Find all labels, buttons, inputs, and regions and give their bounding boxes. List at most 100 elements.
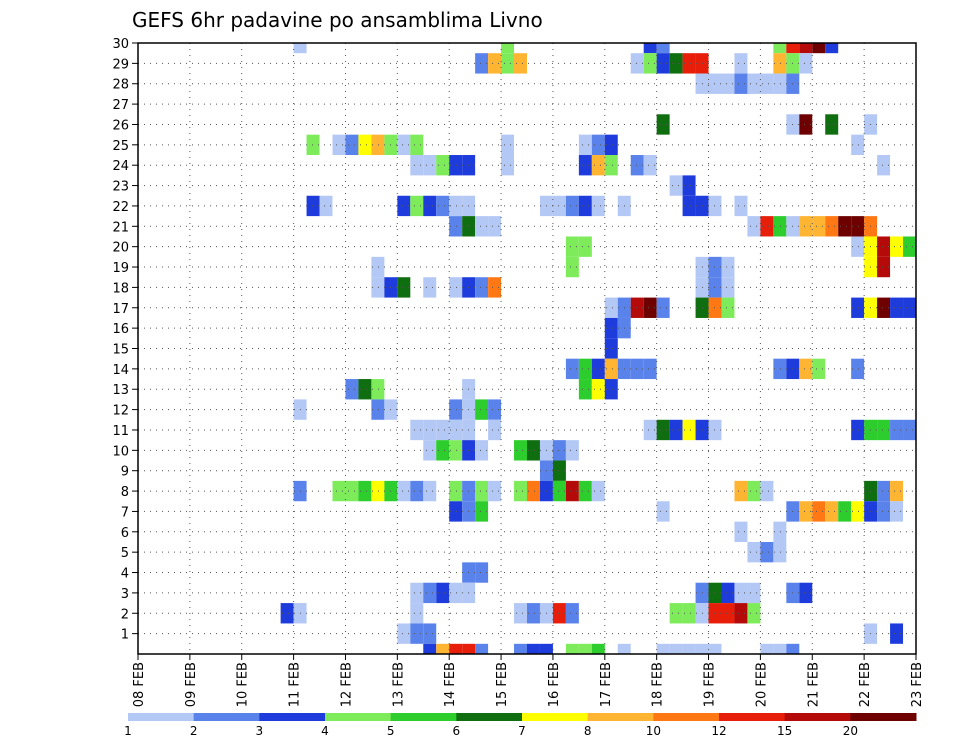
heatmap-cell xyxy=(825,43,839,54)
heatmap-cell xyxy=(410,603,424,624)
heatmap-cell xyxy=(578,134,592,156)
y-tick-label: 17 xyxy=(112,302,129,317)
heatmap-cell xyxy=(760,480,774,502)
y-tick-label: 6 xyxy=(121,526,129,541)
y-tick-label: 23 xyxy=(112,180,129,195)
heatmap-cell xyxy=(527,480,540,502)
y-tick-label: 12 xyxy=(112,404,129,419)
colorbar-swatch xyxy=(325,713,392,721)
heatmap-cell xyxy=(371,256,385,278)
heatmap-cell xyxy=(449,155,463,176)
colorbar-swatch xyxy=(522,713,589,721)
heatmap-cell xyxy=(604,338,618,359)
heatmap-cell xyxy=(410,155,424,176)
heatmap-cell xyxy=(877,480,891,502)
heatmap-cell xyxy=(851,419,865,441)
heatmap-cell xyxy=(643,53,657,74)
heatmap-cell xyxy=(552,195,566,217)
heatmap-cell xyxy=(591,480,605,502)
heatmap-cell xyxy=(410,134,424,156)
y-tick-label: 21 xyxy=(112,220,129,235)
x-tick-label: 14 FEB xyxy=(443,662,458,707)
heatmap-cell xyxy=(890,297,904,318)
heatmap-cell xyxy=(423,195,437,217)
heatmap-cell xyxy=(475,216,489,237)
heatmap-cell xyxy=(488,419,502,441)
y-tick-label: 29 xyxy=(112,57,129,72)
heatmap-cell xyxy=(578,643,592,654)
colorbar-label: 4 xyxy=(321,724,329,738)
x-tick-label: 23 FEB xyxy=(910,662,925,707)
heatmap-cell xyxy=(643,155,657,176)
heatmap-cell xyxy=(436,643,450,654)
heatmap-cell xyxy=(747,582,761,604)
heatmap-cell xyxy=(565,480,579,502)
heatmap-cell xyxy=(436,419,450,441)
y-tick-label: 24 xyxy=(112,159,129,174)
heatmap-cell xyxy=(747,541,761,563)
heatmap-cell xyxy=(397,480,411,502)
x-tick-label: 19 FEB xyxy=(703,662,718,707)
heatmap-cell xyxy=(799,358,813,380)
heatmap-cell xyxy=(721,256,735,278)
heatmap-cell xyxy=(358,134,372,156)
heatmap-cell xyxy=(799,216,813,237)
colorbar-swatch xyxy=(390,713,457,721)
heatmap-cell xyxy=(877,419,891,441)
heatmap-cell xyxy=(708,195,722,217)
heatmap-cell xyxy=(332,134,346,156)
y-tick-label: 22 xyxy=(112,200,129,215)
y-tick-label: 11 xyxy=(112,424,129,439)
heatmap-cell xyxy=(773,73,787,94)
heatmap-cell xyxy=(527,440,540,461)
heatmap-cell xyxy=(501,134,515,156)
heatmap-cell xyxy=(734,521,748,542)
heatmap-cell xyxy=(565,195,579,217)
heatmap-cell xyxy=(565,643,579,654)
heatmap-cell xyxy=(345,379,359,400)
heatmap-cell xyxy=(721,582,735,604)
heatmap-cell xyxy=(449,582,463,604)
heatmap-cell xyxy=(475,440,489,461)
heatmap-cell xyxy=(306,134,320,156)
x-axis: 08 FEB 09 FEB 10 FEB 11 FEB 12 FEB 13 FEB 14 F… xyxy=(132,654,925,707)
heatmap-cell xyxy=(877,297,891,318)
heatmap-cell xyxy=(552,603,566,624)
heatmap-cell xyxy=(345,480,359,502)
y-tick-label: 5 xyxy=(121,546,129,561)
heatmap-cell xyxy=(656,114,670,135)
heatmap-cell xyxy=(708,643,722,654)
heatmap-cell xyxy=(630,297,644,318)
heatmap-cell xyxy=(449,419,463,441)
cells-layer xyxy=(280,43,916,654)
heatmap-cell xyxy=(773,521,787,542)
heatmap-cell xyxy=(488,53,502,74)
y-tick-label: 19 xyxy=(112,261,129,276)
heatmap-cell xyxy=(838,501,852,522)
heatmap-cell xyxy=(851,216,865,237)
heatmap-cell xyxy=(591,155,605,176)
heatmap-cell xyxy=(630,53,644,74)
x-tick-label: 10 FEB xyxy=(236,662,251,707)
heatmap-cell xyxy=(358,379,372,400)
heatmap-cell xyxy=(488,216,502,237)
heatmap-cell xyxy=(760,541,774,563)
heatmap-cell xyxy=(475,399,489,420)
heatmap-cell xyxy=(449,216,463,237)
heatmap-cell xyxy=(747,480,761,502)
heatmap-cell xyxy=(812,216,826,237)
heatmap-cell xyxy=(410,419,424,441)
colorbar: 1 2 3 4 5 6 7 8 10 12 15 20 xyxy=(124,713,917,738)
heatmap-cell xyxy=(423,155,437,176)
heatmap-cell xyxy=(501,155,515,176)
heatmap-cell xyxy=(890,236,904,257)
heatmap-cell xyxy=(669,175,683,196)
heatmap-cell xyxy=(656,297,670,318)
colorbar-swatch xyxy=(193,713,260,721)
y-tick-label: 26 xyxy=(112,118,129,133)
heatmap-cell xyxy=(734,53,748,74)
heatmap-cell xyxy=(371,480,385,502)
heatmap-cell xyxy=(436,440,450,461)
x-tick-label: 12 FEB xyxy=(339,662,354,707)
heatmap-cell xyxy=(565,603,579,624)
